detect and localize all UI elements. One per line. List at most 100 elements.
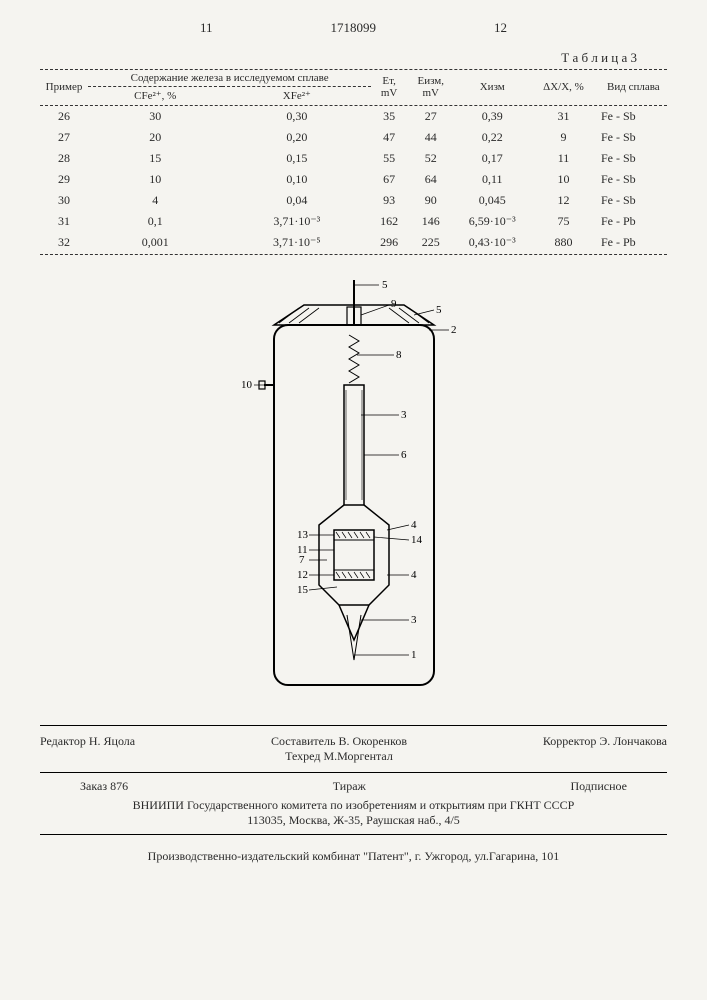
th-eizm: Eизм, mV — [407, 70, 454, 104]
svg-text:10: 10 — [241, 379, 253, 391]
svg-text:14: 14 — [411, 534, 423, 546]
cell-alloy: Fe - Sb — [597, 127, 667, 148]
pubinfo-block: Заказ 876 Тираж Подписное ВНИИПИ Государ… — [40, 773, 667, 835]
table-row: 320,0013,71·10⁻⁵2962250,43·10⁻³880Fe - P… — [40, 232, 667, 253]
cell-alloy: Fe - Sb — [597, 190, 667, 211]
cell-dx: 9 — [530, 127, 597, 148]
cell-x: 0,30 — [222, 106, 371, 127]
cell-xizm: 0,11 — [454, 169, 530, 190]
svg-text:4: 4 — [411, 569, 417, 581]
cell-et: 296 — [371, 232, 407, 253]
cell-et: 47 — [371, 127, 407, 148]
cell-et: 67 — [371, 169, 407, 190]
th-alloy: Вид сплава — [597, 70, 667, 104]
svg-text:15: 15 — [297, 584, 309, 596]
cell-xizm: 6,59·10⁻³ — [454, 211, 530, 232]
table-row: 27200,2047440,229Fe - Sb — [40, 127, 667, 148]
cell-eizm: 44 — [407, 127, 454, 148]
svg-text:3: 3 — [411, 614, 417, 626]
cell-eizm: 64 — [407, 169, 454, 190]
svg-text:5: 5 — [382, 279, 388, 291]
cell-n: 30 — [40, 190, 88, 211]
cell-c: 15 — [88, 148, 222, 169]
cell-et: 93 — [371, 190, 407, 211]
cell-xizm: 0,43·10⁻³ — [454, 232, 530, 253]
svg-text:2: 2 — [451, 324, 457, 336]
cell-xizm: 0,22 — [454, 127, 530, 148]
data-table: Пример Содержание железа в исследуемом с… — [40, 68, 667, 255]
circulation: Тираж — [333, 779, 366, 794]
cell-n: 32 — [40, 232, 88, 253]
cell-x: 0,04 — [222, 190, 371, 211]
svg-text:7: 7 — [299, 554, 305, 566]
cell-eizm: 225 — [407, 232, 454, 253]
cell-x: 3,71·10⁻⁵ — [222, 232, 371, 253]
cell-n: 29 — [40, 169, 88, 190]
cell-n: 28 — [40, 148, 88, 169]
table-caption: Т а б л и ц а 3 — [40, 50, 667, 66]
subscription: Подписное — [570, 779, 627, 794]
cell-c: 10 — [88, 169, 222, 190]
cell-eizm: 52 — [407, 148, 454, 169]
patent-number: 1718099 — [331, 20, 377, 36]
cell-xizm: 0,17 — [454, 148, 530, 169]
cell-eizm: 146 — [407, 211, 454, 232]
cell-x: 0,15 — [222, 148, 371, 169]
svg-text:1: 1 — [411, 649, 417, 661]
cell-c: 4 — [88, 190, 222, 211]
table-row: 28150,1555520,1711Fe - Sb — [40, 148, 667, 169]
cell-eizm: 27 — [407, 106, 454, 127]
svg-text:9: 9 — [391, 298, 397, 310]
svg-text:3: 3 — [401, 409, 407, 421]
table-row: 29100,1067640,1110Fe - Sb — [40, 169, 667, 190]
cell-x: 0,20 — [222, 127, 371, 148]
th-dx: ΔX/X, % — [530, 70, 597, 104]
svg-text:13: 13 — [297, 529, 309, 541]
th-content: Содержание железа в исследуемом сплаве — [88, 70, 371, 87]
cell-dx: 880 — [530, 232, 597, 253]
cell-dx: 12 — [530, 190, 597, 211]
cell-c: 0,001 — [88, 232, 222, 253]
cell-et: 162 — [371, 211, 407, 232]
cell-alloy: Fe - Pb — [597, 232, 667, 253]
cell-alloy: Fe - Sb — [597, 169, 667, 190]
corrector: Корректор Э. Лончакова — [543, 734, 667, 764]
device-diagram: 5 9 5 2 8 3 6 4 14 4 3 1 13 11 7 12 15 1… — [239, 275, 469, 705]
th-cfe: CFe²⁺, % — [88, 87, 222, 105]
cell-c: 30 — [88, 106, 222, 127]
svg-text:12: 12 — [297, 569, 308, 581]
th-et: Eт, mV — [371, 70, 407, 104]
cell-n: 27 — [40, 127, 88, 148]
cell-eizm: 90 — [407, 190, 454, 211]
printer-info: Производственно-издательский комбинат "П… — [40, 835, 667, 864]
cell-n: 31 — [40, 211, 88, 232]
order: Заказ 876 — [80, 779, 128, 794]
editor: Редактор Н. Яцола — [40, 734, 135, 764]
cell-c: 0,1 — [88, 211, 222, 232]
cell-dx: 10 — [530, 169, 597, 190]
svg-text:8: 8 — [396, 349, 402, 361]
cell-x: 0,10 — [222, 169, 371, 190]
cell-dx: 11 — [530, 148, 597, 169]
svg-text:4: 4 — [411, 519, 417, 531]
svg-text:6: 6 — [401, 449, 407, 461]
org: ВНИИПИ Государственного комитета по изоб… — [40, 798, 667, 813]
compiler-tech: Составитель В. Окоренков Техред М.Морген… — [271, 734, 407, 764]
cell-dx: 31 — [530, 106, 597, 127]
table-row: 26300,3035270,3931Fe - Sb — [40, 106, 667, 127]
th-xizm: Xизм — [454, 70, 530, 104]
cell-alloy: Fe - Pb — [597, 211, 667, 232]
cell-n: 26 — [40, 106, 88, 127]
page-header: 11 1718099 12 — [40, 20, 667, 36]
cell-x: 3,71·10⁻³ — [222, 211, 371, 232]
cell-c: 20 — [88, 127, 222, 148]
cell-alloy: Fe - Sb — [597, 148, 667, 169]
credits-block: Редактор Н. Яцола Составитель В. Окоренк… — [40, 725, 667, 773]
th-example: Пример — [40, 70, 88, 104]
svg-text:5: 5 — [436, 304, 442, 316]
cell-et: 55 — [371, 148, 407, 169]
cell-et: 35 — [371, 106, 407, 127]
cell-alloy: Fe - Sb — [597, 106, 667, 127]
page-num-right: 12 — [494, 20, 507, 36]
table-row: 310,13,71·10⁻³1621466,59·10⁻³75Fe - Pb — [40, 211, 667, 232]
